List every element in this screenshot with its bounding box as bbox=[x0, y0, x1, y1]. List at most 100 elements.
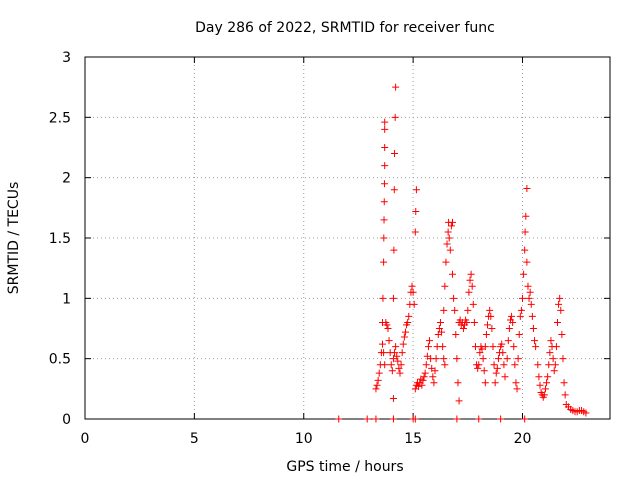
data-point bbox=[476, 349, 484, 357]
data-point bbox=[546, 349, 554, 357]
data-point bbox=[385, 337, 393, 345]
data-point bbox=[531, 337, 539, 345]
x-tick-label: 10 bbox=[295, 431, 313, 447]
data-point bbox=[547, 337, 555, 345]
data-point bbox=[541, 385, 549, 393]
data-point bbox=[529, 325, 537, 332]
data-point bbox=[489, 343, 497, 351]
data-point bbox=[399, 340, 407, 348]
data-point bbox=[381, 118, 389, 126]
data-point bbox=[435, 325, 443, 332]
data-point bbox=[552, 343, 560, 351]
data-point bbox=[501, 373, 509, 381]
data-point bbox=[497, 415, 505, 423]
y-axis: 0 0.5 1 1.5 2 2.5 3 bbox=[49, 50, 610, 428]
data-point bbox=[481, 379, 489, 387]
data-point bbox=[536, 381, 544, 389]
data-point bbox=[521, 415, 529, 423]
data-point bbox=[415, 382, 423, 390]
data-point bbox=[479, 355, 487, 363]
data-point bbox=[482, 331, 490, 339]
data-point bbox=[394, 357, 402, 365]
data-point bbox=[523, 185, 531, 193]
data-point bbox=[511, 361, 519, 369]
y-tick-label: 2.5 bbox=[49, 110, 71, 126]
data-point bbox=[374, 376, 382, 384]
data-point bbox=[392, 343, 400, 351]
data-point bbox=[431, 367, 439, 375]
data-point bbox=[527, 300, 535, 308]
data-points bbox=[335, 83, 590, 423]
data-point bbox=[522, 212, 530, 220]
data-point bbox=[445, 234, 453, 242]
data-point bbox=[411, 228, 419, 236]
data-point bbox=[525, 294, 533, 302]
data-point bbox=[397, 361, 405, 369]
data-point bbox=[449, 218, 456, 226]
data-point bbox=[508, 312, 516, 320]
data-point bbox=[379, 294, 387, 302]
data-point bbox=[466, 276, 474, 284]
data-point bbox=[424, 343, 432, 351]
data-point bbox=[543, 379, 551, 387]
data-point bbox=[380, 234, 388, 242]
data-point bbox=[513, 385, 521, 393]
data-point bbox=[491, 379, 499, 387]
data-point bbox=[505, 325, 513, 332]
data-point bbox=[455, 397, 463, 405]
data-point bbox=[517, 306, 525, 314]
data-point bbox=[380, 349, 388, 357]
x-tick-label: 15 bbox=[404, 431, 422, 447]
data-point bbox=[459, 325, 467, 332]
data-point bbox=[534, 361, 542, 369]
data-point bbox=[528, 312, 536, 320]
data-point bbox=[454, 379, 462, 387]
data-point bbox=[521, 228, 529, 236]
chart-title: Day 286 of 2022, SRMTID for receiver fun… bbox=[195, 20, 495, 36]
data-point bbox=[545, 361, 553, 369]
data-point bbox=[540, 391, 548, 399]
data-point bbox=[396, 369, 404, 377]
data-point bbox=[464, 306, 472, 314]
data-point bbox=[375, 369, 383, 377]
data-point bbox=[391, 349, 399, 357]
data-point bbox=[487, 312, 495, 320]
x-tick-label: 5 bbox=[190, 431, 199, 447]
data-point bbox=[443, 240, 451, 248]
data-point bbox=[551, 361, 559, 369]
data-point bbox=[381, 162, 389, 170]
data-point bbox=[421, 369, 429, 377]
data-point bbox=[335, 415, 343, 423]
y-axis-label: SRMTID / TECUs bbox=[6, 182, 22, 295]
data-point bbox=[512, 379, 520, 387]
data-point bbox=[430, 379, 438, 387]
data-point bbox=[560, 379, 568, 387]
data-point bbox=[468, 282, 476, 290]
data-point bbox=[387, 361, 395, 369]
data-point bbox=[484, 321, 491, 329]
data-point bbox=[556, 294, 564, 302]
x-tick-label: 20 bbox=[514, 431, 532, 447]
data-point bbox=[381, 361, 389, 369]
data-point bbox=[535, 373, 543, 381]
data-point bbox=[494, 355, 502, 363]
data-point bbox=[490, 361, 498, 369]
data-point bbox=[442, 258, 450, 266]
data-point bbox=[558, 331, 566, 339]
data-point bbox=[438, 328, 446, 336]
data-point bbox=[465, 288, 473, 296]
x-axis-label: GPS time / hours bbox=[286, 459, 403, 475]
x-axis: 0 5 10 15 20 bbox=[81, 57, 532, 447]
data-point bbox=[372, 385, 380, 393]
data-point bbox=[510, 343, 518, 351]
data-point bbox=[419, 376, 427, 384]
data-point bbox=[380, 216, 388, 224]
data-point bbox=[405, 312, 413, 320]
y-tick-label: 1 bbox=[62, 291, 71, 307]
data-point bbox=[418, 381, 426, 389]
data-point bbox=[363, 415, 371, 423]
y-tick-label: 0 bbox=[62, 412, 71, 428]
data-point bbox=[452, 331, 460, 339]
data-point bbox=[388, 367, 396, 375]
